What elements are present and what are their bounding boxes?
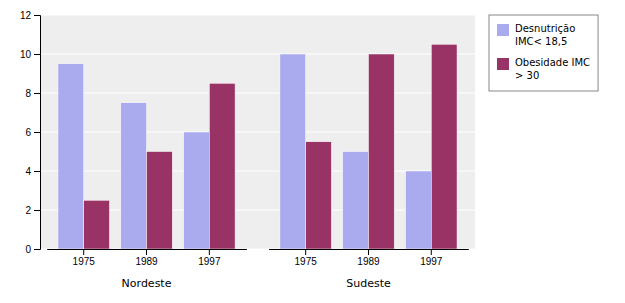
y-axis: 0 2 4 6 8 10 12 bbox=[20, 10, 41, 255]
x-tick: 1989 bbox=[135, 249, 158, 267]
legend-label-line: IMC< 18,5 bbox=[515, 36, 567, 47]
bar bbox=[121, 103, 147, 249]
x-tick: 1975 bbox=[73, 249, 96, 267]
chart-svg: 0 2 4 6 8 10 12 1975 1989 1997 Nordeste 1975 1989 199… bbox=[0, 0, 625, 303]
bar bbox=[147, 152, 173, 250]
x-tick-label: 1975 bbox=[73, 256, 96, 267]
legend-item: Obesidade IMC > 30 bbox=[497, 57, 590, 81]
legend-box bbox=[489, 15, 598, 91]
x-tick: 1997 bbox=[420, 249, 443, 267]
y-tick: 2 bbox=[25, 205, 40, 216]
y-tick: 10 bbox=[20, 49, 40, 60]
x-tick-mark bbox=[431, 249, 432, 255]
x-tick: 1997 bbox=[198, 249, 221, 267]
y-tick-label: 4 bbox=[25, 166, 31, 177]
y-tick-label: 2 bbox=[25, 205, 31, 216]
bar bbox=[406, 171, 432, 249]
x-tick-mark bbox=[368, 249, 369, 255]
group-label: Sudeste bbox=[346, 277, 391, 290]
bar bbox=[209, 83, 235, 249]
bar bbox=[306, 142, 332, 249]
x-tick-mark bbox=[83, 249, 84, 255]
legend-label: Obesidade IMC > 30 bbox=[515, 57, 590, 81]
bar bbox=[58, 64, 84, 249]
y-tick-label: 8 bbox=[25, 88, 31, 99]
grid-line bbox=[40, 93, 475, 94]
y-tick: 12 bbox=[20, 10, 40, 21]
legend: Desnutrição IMC< 18,5 Obesidade IMC > 30 bbox=[489, 15, 598, 91]
chart-container: 0 2 4 6 8 10 12 1975 1989 1997 Nordeste 1975 1989 199… bbox=[0, 0, 625, 303]
bar bbox=[84, 200, 110, 249]
y-tick-mark bbox=[34, 15, 40, 16]
y-tick: 0 bbox=[25, 244, 40, 255]
y-tick-mark bbox=[34, 171, 40, 172]
x-tick-label: 1975 bbox=[295, 256, 318, 267]
legend-label-line: > 30 bbox=[515, 70, 539, 81]
y-tick: 8 bbox=[25, 88, 40, 99]
legend-label-line: Desnutrição bbox=[515, 23, 575, 34]
y-tick-mark bbox=[34, 54, 40, 55]
x-tick-label: 1997 bbox=[198, 256, 221, 267]
bar bbox=[280, 54, 306, 249]
x-tick-mark bbox=[146, 249, 147, 255]
y-tick: 6 bbox=[25, 127, 40, 138]
grid-line bbox=[40, 15, 475, 16]
x-tick-label: 1989 bbox=[135, 256, 158, 267]
x-axis: 1975 1989 1997 bbox=[47, 249, 247, 267]
x-tick: 1989 bbox=[357, 249, 380, 267]
plot-background bbox=[40, 15, 475, 249]
y-tick-mark bbox=[34, 210, 40, 211]
y-tick: 4 bbox=[25, 166, 40, 177]
legend-item: Desnutrição IMC< 18,5 bbox=[497, 23, 575, 47]
x-axis: 1975 1989 1997 bbox=[269, 249, 469, 267]
grid bbox=[40, 15, 475, 249]
grid-line bbox=[40, 132, 475, 133]
x-tick: 1975 bbox=[295, 249, 318, 267]
x-tick-label: 1997 bbox=[420, 256, 443, 267]
plot-root: 0 2 4 6 8 10 12 1975 1989 1997 Nordeste 1975 1989 199… bbox=[20, 10, 598, 290]
legend-label: Desnutrição IMC< 18,5 bbox=[515, 23, 575, 47]
bar bbox=[184, 132, 210, 249]
y-tick-label: 0 bbox=[25, 244, 31, 255]
bar bbox=[368, 54, 394, 249]
legend-swatch bbox=[497, 58, 509, 70]
y-tick-mark bbox=[34, 132, 40, 133]
legend-label-line: Obesidade IMC bbox=[515, 57, 590, 68]
grid-line bbox=[40, 54, 475, 55]
y-tick-mark bbox=[34, 93, 40, 94]
bars bbox=[58, 44, 457, 249]
group-label: Nordeste bbox=[122, 277, 172, 290]
y-tick-mark bbox=[34, 249, 40, 250]
y-tick-label: 10 bbox=[20, 49, 32, 60]
legend-swatch bbox=[497, 24, 509, 36]
x-tick-label: 1989 bbox=[357, 256, 380, 267]
y-tick-label: 12 bbox=[20, 10, 32, 21]
y-tick-label: 6 bbox=[25, 127, 31, 138]
y-axis-line bbox=[34, 16, 41, 250]
x-tick-mark bbox=[209, 249, 210, 255]
x-tick-mark bbox=[305, 249, 306, 255]
bar bbox=[343, 152, 369, 250]
bar bbox=[431, 44, 457, 249]
